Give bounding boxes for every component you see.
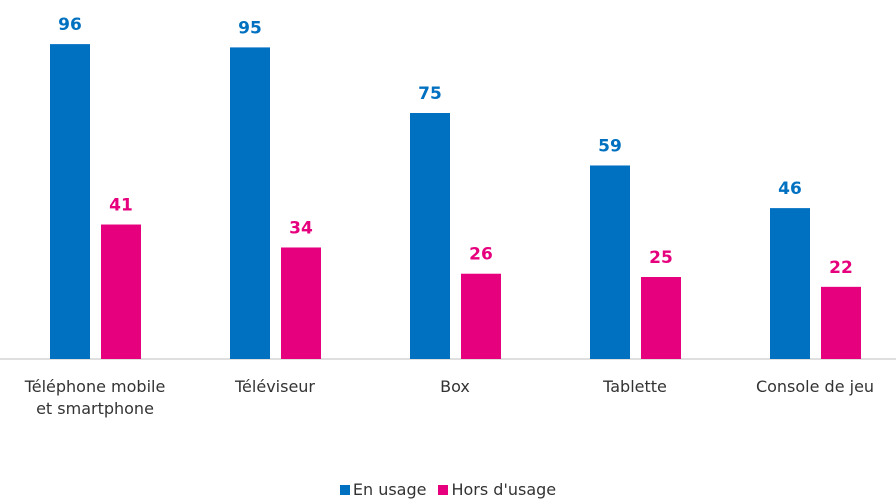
value-label: 59 bbox=[598, 136, 622, 156]
bar bbox=[461, 273, 501, 359]
legend-item: En usage bbox=[339, 480, 427, 499]
value-label: 75 bbox=[418, 84, 442, 104]
value-label: 46 bbox=[778, 179, 802, 199]
value-label: 41 bbox=[109, 196, 133, 216]
x-tick-label: Box bbox=[440, 377, 470, 396]
x-tick-label: Console de jeu bbox=[755, 377, 875, 396]
legend-label: Hors d'usage bbox=[451, 480, 557, 499]
legend-item: Hors d'usage bbox=[438, 480, 556, 499]
x-tick-label: Téléphone mobile et smartphone bbox=[24, 377, 166, 418]
bar bbox=[50, 44, 90, 360]
legend: En usage Hors d'usage bbox=[0, 480, 896, 499]
bar bbox=[641, 277, 681, 359]
legend-label: En usage bbox=[352, 480, 427, 499]
value-label: 96 bbox=[58, 15, 82, 35]
x-tick-label: Téléviseur bbox=[235, 377, 315, 396]
bar bbox=[410, 113, 450, 359]
bar bbox=[821, 286, 861, 359]
value-label: 22 bbox=[829, 258, 853, 278]
legend-swatch bbox=[438, 485, 449, 495]
bar bbox=[770, 208, 810, 359]
bar bbox=[281, 247, 321, 359]
value-label: 26 bbox=[469, 245, 493, 265]
value-label: 34 bbox=[289, 218, 313, 238]
x-tick-label: Tablette bbox=[603, 377, 667, 396]
bar bbox=[590, 165, 630, 359]
value-label: 95 bbox=[238, 18, 262, 38]
bar bbox=[101, 224, 141, 359]
bar bbox=[230, 47, 270, 360]
value-label: 25 bbox=[649, 248, 673, 268]
legend-swatch bbox=[339, 485, 350, 495]
